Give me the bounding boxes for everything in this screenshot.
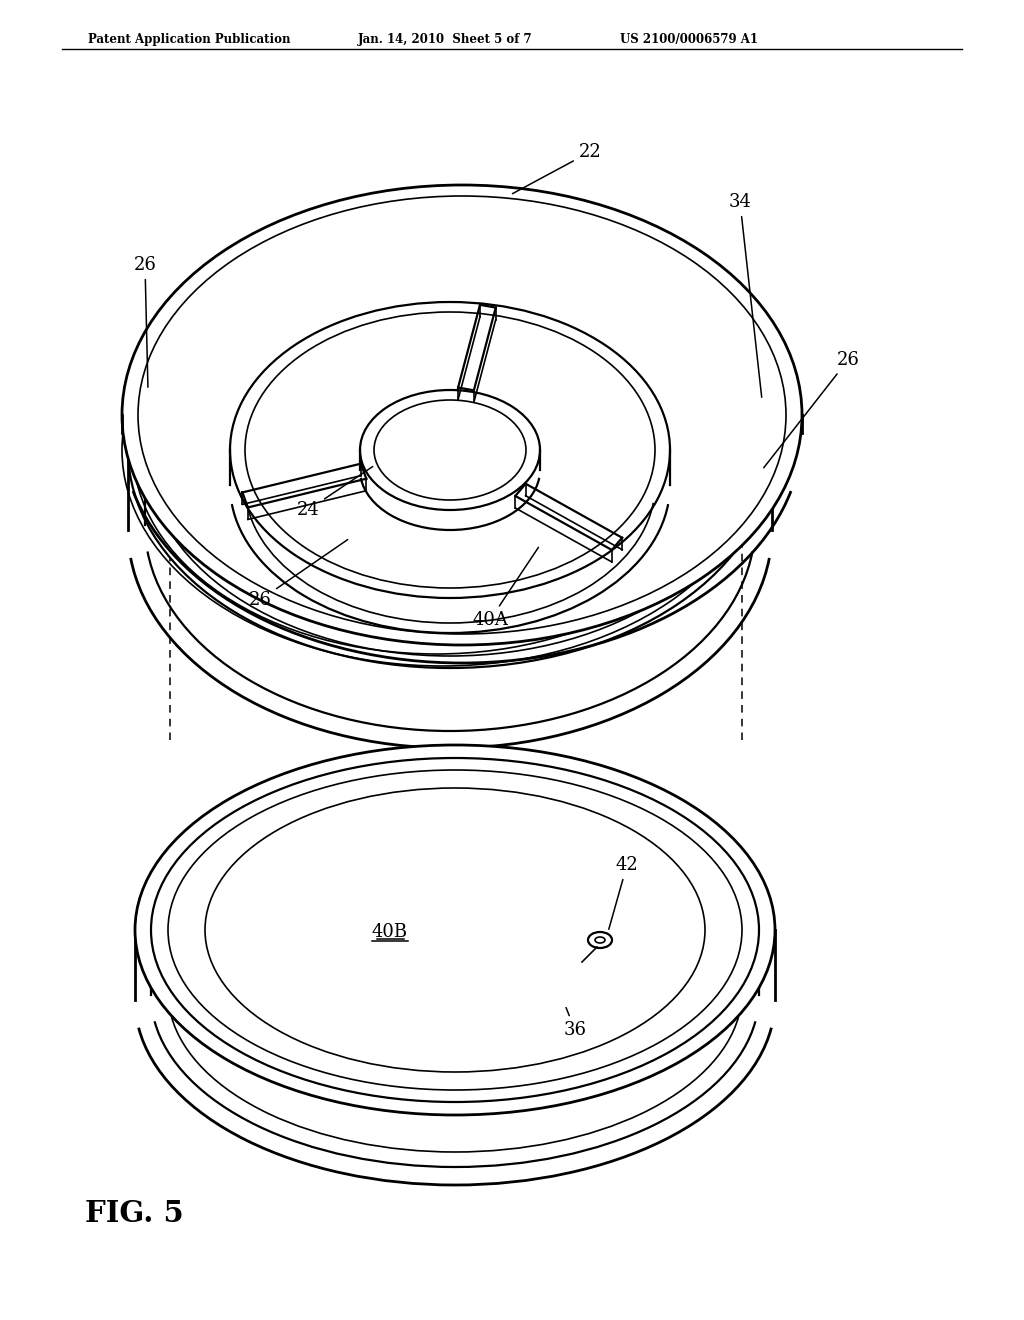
- Ellipse shape: [168, 770, 742, 1090]
- Text: 26: 26: [249, 540, 348, 609]
- Ellipse shape: [128, 232, 772, 668]
- Ellipse shape: [205, 788, 705, 1072]
- Text: 40B: 40B: [372, 923, 408, 941]
- Text: Patent Application Publication: Patent Application Publication: [88, 33, 291, 46]
- Ellipse shape: [230, 302, 670, 598]
- Ellipse shape: [138, 195, 786, 634]
- Text: 26: 26: [133, 256, 157, 387]
- Ellipse shape: [245, 312, 655, 587]
- Ellipse shape: [374, 400, 526, 500]
- Text: FIG. 5: FIG. 5: [85, 1199, 183, 1228]
- Ellipse shape: [135, 744, 775, 1115]
- Ellipse shape: [595, 937, 605, 942]
- Text: 42: 42: [608, 855, 638, 929]
- Text: 24: 24: [297, 466, 373, 519]
- Ellipse shape: [360, 389, 540, 510]
- Text: 22: 22: [512, 143, 601, 194]
- Ellipse shape: [588, 932, 612, 948]
- Ellipse shape: [122, 185, 802, 645]
- Text: 40A: 40A: [472, 548, 539, 630]
- Text: Jan. 14, 2010  Sheet 5 of 7: Jan. 14, 2010 Sheet 5 of 7: [358, 33, 532, 46]
- Text: 34: 34: [728, 193, 762, 397]
- Text: 26: 26: [764, 351, 859, 467]
- Ellipse shape: [145, 244, 755, 656]
- Ellipse shape: [151, 758, 759, 1102]
- Text: 36: 36: [563, 1007, 587, 1039]
- Text: US 2100/0006579 A1: US 2100/0006579 A1: [620, 33, 758, 46]
